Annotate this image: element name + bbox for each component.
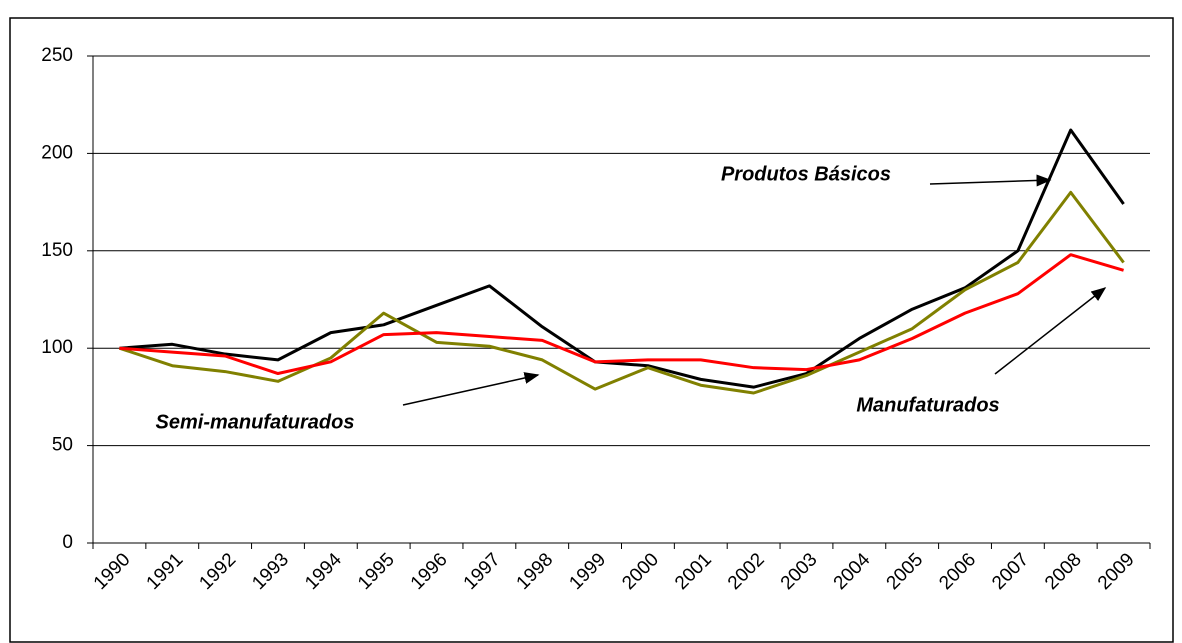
x-tick-label: 1993 — [248, 549, 293, 594]
y-tick-label: 0 — [62, 532, 73, 553]
annotation-arrow — [929, 174, 1052, 187]
annotation-arrow — [994, 287, 1107, 375]
series-line — [118, 190, 1125, 395]
y-tick-label: 100 — [41, 337, 73, 358]
x-tick-label: 2003 — [777, 549, 822, 594]
x-tick-label: 2000 — [618, 549, 663, 594]
series-annotation: Manufaturados — [856, 394, 999, 416]
x-tick-label: 1996 — [407, 549, 452, 594]
y-tick-label: 50 — [52, 435, 73, 456]
x-tick-label: 1997 — [460, 549, 505, 594]
x-tick-label: 1992 — [195, 549, 240, 594]
x-tick-label: 1990 — [90, 549, 135, 594]
x-tick-label: 1991 — [143, 549, 188, 594]
series-annotation: Produtos Básicos — [721, 163, 891, 185]
x-tick-label: 2002 — [724, 549, 769, 594]
y-tick-label: 150 — [41, 240, 73, 261]
x-tick-label: 1995 — [354, 549, 399, 594]
x-tick-label: 1994 — [301, 549, 346, 594]
x-tick-label: 2001 — [671, 549, 716, 594]
x-tick-label: 2004 — [830, 549, 875, 594]
annotation-arrow — [402, 372, 540, 406]
x-tick-label: 2009 — [1094, 549, 1139, 594]
x-tick-label: 1999 — [565, 549, 610, 594]
series-line — [119, 253, 1124, 376]
y-tick-label: 250 — [41, 45, 73, 66]
y-tick-label: 200 — [41, 142, 73, 163]
x-tick-label: 2005 — [883, 549, 928, 594]
series-line — [119, 128, 1125, 389]
x-tick-label: 2008 — [1041, 549, 1086, 594]
series-annotation: Semi-manufaturados — [156, 411, 355, 433]
x-tick-label: 1998 — [513, 549, 558, 594]
x-tick-label: 2006 — [935, 549, 980, 594]
chart-border — [9, 17, 1174, 643]
x-tick-label: 2007 — [988, 549, 1033, 594]
